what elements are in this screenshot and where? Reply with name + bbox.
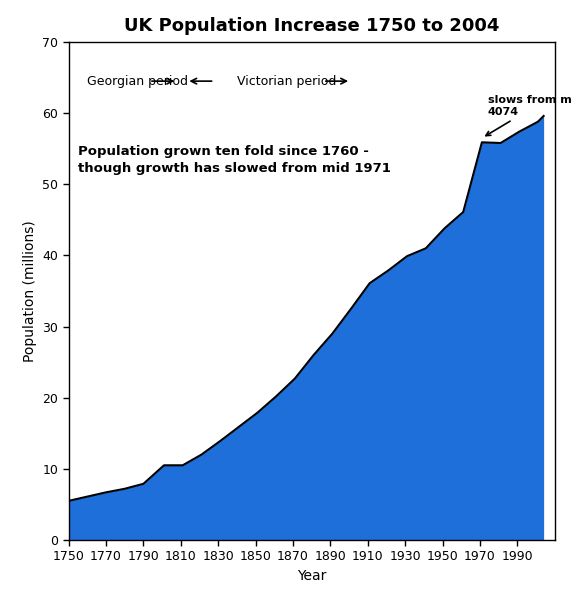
Text: Victorian period: Victorian period <box>237 74 336 88</box>
X-axis label: Year: Year <box>297 569 327 583</box>
Text: Georgian period: Georgian period <box>88 74 188 88</box>
Text: Population grown ten fold since 1760 -
though growth has slowed from mid 1971: Population grown ten fold since 1760 - t… <box>78 145 391 175</box>
Text: slows from mid
4074: slows from mid 4074 <box>486 95 572 136</box>
Y-axis label: Population (millions): Population (millions) <box>23 220 37 362</box>
Title: UK Population Increase 1750 to 2004: UK Population Increase 1750 to 2004 <box>124 17 499 35</box>
